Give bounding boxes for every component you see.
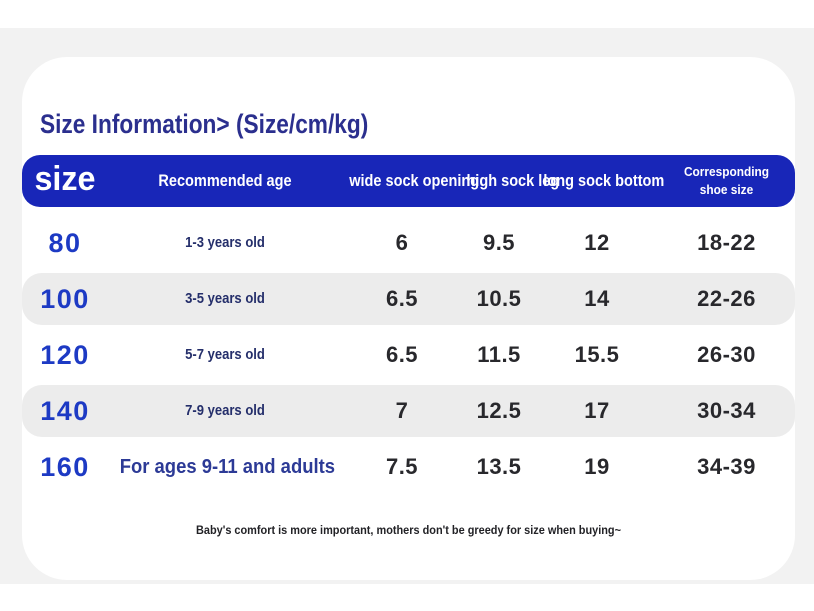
shoe-size-cell: 22-26 (697, 286, 756, 311)
table-body: 80 1-3 years old 6 9.5 12 18-22 100 3-5 … (22, 217, 795, 497)
high-sock-leg-cell: 13.5 (476, 454, 522, 479)
age-cell: 3-5 years old (185, 291, 265, 307)
table-row: 160 For ages 9-11 and adults 7.5 13.5 19… (22, 441, 795, 493)
table-row: 80 1-3 years old 6 9.5 12 18-22 (22, 217, 795, 269)
size-cell: 160 (40, 451, 90, 482)
high-sock-leg-cell: 12.5 (476, 398, 522, 423)
high-sock-leg-cell: 9.5 (482, 230, 516, 255)
wide-sock-opening-cell: 6 (395, 230, 409, 255)
table-header-row: size Recommended age wide sock opening h… (22, 155, 795, 207)
high-sock-leg-cell: 10.5 (476, 286, 522, 311)
size-info-card: Size Information> (Size/cm/kg) size Reco… (22, 57, 795, 580)
age-cell: For ages 9-11 and adults (119, 455, 336, 478)
table-row: 100 3-5 years old 6.5 10.5 14 22-26 (22, 273, 795, 325)
long-sock-bottom-cell: 15.5 (574, 342, 620, 367)
long-sock-bottom-cell: 17 (584, 398, 610, 423)
wide-sock-opening-cell: 6.5 (385, 342, 419, 367)
column-header-corresponding-shoe-size: Corresponding shoe size (683, 164, 770, 197)
shoe-size-cell: 34-39 (697, 454, 756, 479)
long-sock-bottom-cell: 14 (584, 286, 610, 311)
column-header-recommended-age: Recommended age (158, 171, 292, 190)
size-cell: 100 (40, 283, 90, 314)
buying-advice-note: Baby's comfort is more important, mother… (196, 525, 621, 537)
age-cell: 5-7 years old (185, 347, 265, 363)
column-header-long-sock-bottom: long sock bottom (543, 171, 665, 190)
table-row: 140 7-9 years old 7 12.5 17 30-34 (22, 385, 795, 437)
shoe-size-cell: 26-30 (697, 342, 756, 367)
column-header-size: size (34, 160, 96, 198)
column-header-high-sock-leg: high sock leg (466, 171, 560, 190)
age-cell: 7-9 years old (185, 403, 265, 419)
column-header-wide-sock-opening: wide sock opening (349, 171, 480, 190)
long-sock-bottom-cell: 12 (584, 230, 610, 255)
wide-sock-opening-cell: 6.5 (385, 286, 419, 311)
shoe-size-cell: 18-22 (697, 230, 756, 255)
age-cell: 1-3 years old (185, 235, 265, 251)
wide-sock-opening-cell: 7.5 (385, 454, 419, 479)
wide-sock-opening-cell: 7 (395, 398, 409, 423)
table-row: 120 5-7 years old 6.5 11.5 15.5 26-30 (22, 329, 795, 381)
size-cell: 140 (40, 395, 90, 426)
shoe-size-cell: 30-34 (697, 398, 756, 423)
long-sock-bottom-cell: 19 (584, 454, 610, 479)
high-sock-leg-cell: 11.5 (477, 342, 521, 367)
size-cell: 80 (48, 227, 82, 258)
page-title: Size Information> (Size/cm/kg) (40, 109, 369, 139)
size-cell: 120 (40, 339, 90, 370)
